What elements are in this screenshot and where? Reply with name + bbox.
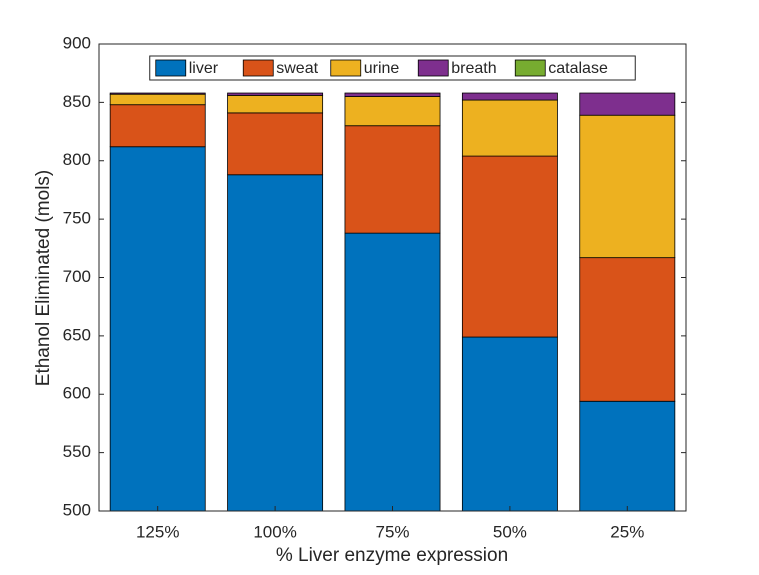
y-tick-label: 500 (63, 500, 91, 519)
legend-swatch (417, 59, 449, 77)
x-tick-label: 100% (253, 522, 296, 541)
bar-segment (227, 174, 324, 512)
y-tick-label: 550 (63, 442, 91, 461)
bar-segment (109, 92, 206, 95)
legend-label: breath (451, 60, 496, 77)
x-axis-label: % Liver enzyme expression (276, 545, 508, 566)
bar-segment (579, 92, 676, 116)
bar-segment (227, 112, 324, 176)
bar-segment (344, 92, 441, 97)
bar-segment (227, 92, 324, 96)
legend-box (149, 55, 636, 81)
bar-segment (109, 104, 206, 148)
x-tick-label: 25% (610, 522, 644, 541)
bar-segment (344, 232, 441, 512)
x-tick-label: 50% (493, 522, 527, 541)
legend-swatch (155, 59, 187, 77)
legend-swatch (242, 59, 274, 77)
y-tick-label: 750 (63, 209, 91, 228)
bar-segment (461, 99, 558, 157)
bar-segment (109, 93, 206, 106)
bar-segment (344, 96, 441, 127)
y-tick-label: 900 (63, 33, 91, 52)
y-tick-label: 700 (63, 267, 91, 286)
x-tick-label: 125% (136, 522, 179, 541)
bar-segment (109, 146, 206, 512)
legend-label: sweat (276, 60, 318, 77)
bar-segment (344, 125, 441, 234)
bar-segment (579, 400, 676, 512)
y-axis-label: Ethanol Eliminated (mols) (33, 170, 54, 386)
legend-label: liver (189, 60, 219, 77)
bar-segment (461, 92, 558, 101)
x-tick-label: 75% (375, 522, 409, 541)
bar-segment (227, 94, 324, 114)
legend-label: catalase (548, 60, 608, 77)
bar-segment (461, 336, 558, 512)
y-tick-label: 850 (63, 92, 91, 111)
legend-swatch (514, 59, 546, 77)
bar-segment (579, 257, 676, 402)
y-tick-label: 600 (63, 384, 91, 403)
bar-segment (579, 114, 676, 259)
y-tick-label: 800 (63, 150, 91, 169)
legend-label: urine (364, 60, 400, 77)
y-tick-label: 650 (63, 325, 91, 344)
legend-swatch (330, 59, 362, 77)
bar-segment (461, 155, 558, 338)
axes-box (98, 43, 687, 512)
